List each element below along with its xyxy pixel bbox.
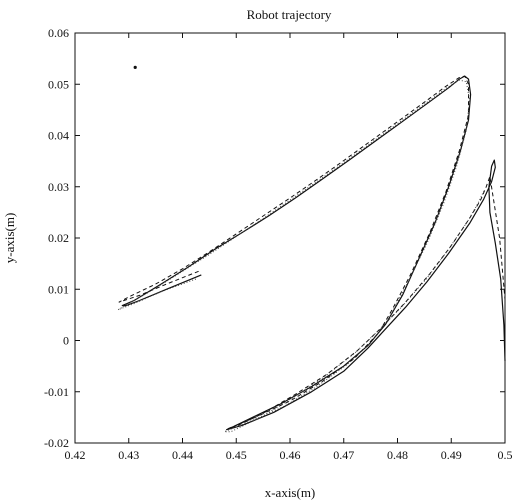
x-tick-label: 0.48 — [387, 448, 408, 462]
trajectory-series-2 — [118, 75, 506, 430]
y-tick-label: 0.04 — [48, 129, 69, 143]
y-axis-label: y-axis(m) — [2, 213, 17, 264]
x-tick-label: 0.49 — [441, 448, 462, 462]
x-axis-label: x-axis(m) — [265, 485, 316, 500]
plot-area — [74, 32, 506, 444]
x-tick-label: 0.42 — [65, 448, 86, 462]
y-tick-label: -0.02 — [44, 436, 69, 450]
x-tick-label: 0.46 — [280, 448, 301, 462]
series-layer — [117, 75, 506, 433]
x-tick-label: 0.47 — [333, 448, 354, 462]
marker-layer — [133, 65, 137, 69]
y-axis: -0.02 -0.01 0 0.01 0.02 0.03 0.04 0.05 0.06 — [44, 26, 505, 450]
y-tick-label: 0.02 — [48, 231, 69, 245]
y-tick-label: 0 — [63, 334, 69, 348]
data-marker — [133, 65, 137, 69]
x-tick-label: 0.45 — [226, 448, 247, 462]
x-axis: 0.42 0.43 0.44 0.45 0.46 0.47 0.48 0.49 0.5 — [65, 33, 513, 462]
chart-title: Robot trajectory — [247, 7, 332, 22]
x-tick-label: 0.44 — [172, 448, 193, 462]
trajectory-series-1 — [121, 75, 506, 431]
y-tick-label: 0.03 — [48, 180, 69, 194]
x-tick-label: 0.5 — [498, 448, 513, 462]
trajectory-series-3 — [117, 79, 486, 433]
y-tick-label: 0.06 — [48, 26, 69, 40]
x-tick-label: 0.43 — [118, 448, 139, 462]
y-tick-label: -0.01 — [44, 385, 69, 399]
y-tick-label: 0.01 — [48, 282, 69, 296]
y-tick-label: 0.05 — [48, 77, 69, 91]
